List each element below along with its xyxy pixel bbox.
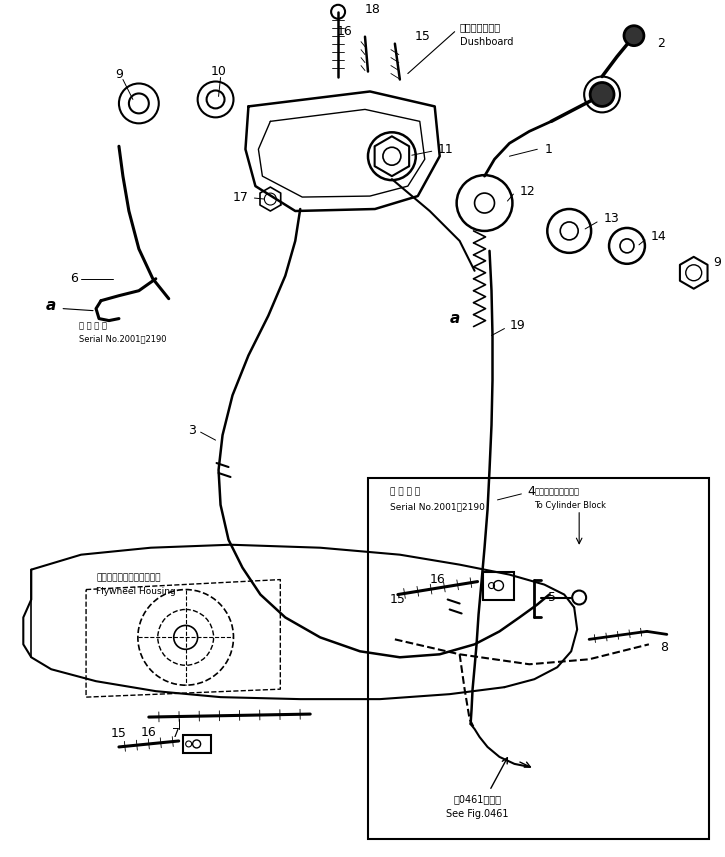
Text: 3: 3 xyxy=(188,423,196,437)
Text: 18: 18 xyxy=(365,3,381,16)
Circle shape xyxy=(590,82,614,106)
Text: 15: 15 xyxy=(111,728,127,740)
Text: 第0461図参照: 第0461図参照 xyxy=(454,794,502,804)
Text: 9: 9 xyxy=(713,256,721,269)
Text: 10: 10 xyxy=(211,65,226,78)
Text: 16: 16 xyxy=(336,25,352,39)
Text: 13: 13 xyxy=(604,213,620,225)
Text: 11: 11 xyxy=(438,143,453,156)
Text: Serial No.2001～2190: Serial No.2001～2190 xyxy=(390,502,485,512)
Text: 12: 12 xyxy=(519,184,535,198)
Text: 5: 5 xyxy=(548,591,556,604)
Text: To Cylinder Block: To Cylinder Block xyxy=(534,501,606,511)
Bar xyxy=(483,572,515,600)
Text: ダッシュボード: ダッシュボード xyxy=(460,21,501,32)
Text: Serial No.2001～2190: Serial No.2001～2190 xyxy=(79,334,167,343)
Text: 適 用 号 機: 適 用 号 機 xyxy=(390,488,420,496)
Text: フライホイールハウジング: フライホイールハウジング xyxy=(96,573,160,582)
Text: a: a xyxy=(46,298,57,313)
Text: Dushboard: Dushboard xyxy=(460,37,513,46)
Text: 1: 1 xyxy=(544,143,552,156)
Bar xyxy=(183,735,210,753)
Text: 17: 17 xyxy=(233,190,249,204)
Text: シリンダブロックへ: シリンダブロックへ xyxy=(534,488,579,496)
Circle shape xyxy=(624,26,644,45)
Text: a: a xyxy=(450,311,460,327)
Text: 15: 15 xyxy=(415,30,431,43)
Text: 8: 8 xyxy=(660,641,668,654)
Text: 適 用 号 機: 適 用 号 機 xyxy=(79,321,107,330)
Text: 15: 15 xyxy=(390,593,406,606)
Text: 6: 6 xyxy=(70,273,78,285)
Text: 16: 16 xyxy=(430,573,446,586)
Text: 2: 2 xyxy=(657,37,665,51)
Text: 9: 9 xyxy=(115,68,123,81)
Text: Flywheel Housing: Flywheel Housing xyxy=(96,587,175,596)
Text: 7: 7 xyxy=(172,728,180,740)
Text: 14: 14 xyxy=(651,231,667,243)
Bar xyxy=(368,478,708,839)
Text: 16: 16 xyxy=(141,726,157,739)
Text: See Fig.0461: See Fig.0461 xyxy=(447,809,509,818)
Text: 4: 4 xyxy=(527,485,535,499)
Text: 19: 19 xyxy=(510,319,525,332)
